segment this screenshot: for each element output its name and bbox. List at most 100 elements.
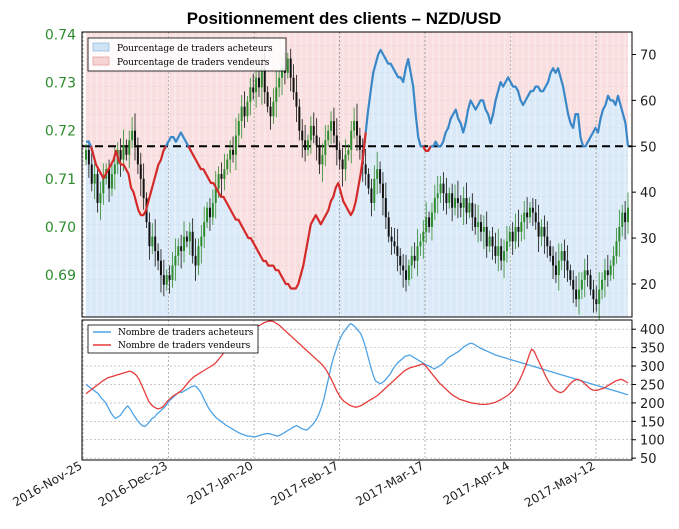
candle-body	[136, 145, 139, 165]
candle-body	[159, 260, 162, 276]
candle-body	[364, 164, 367, 175]
candle-body	[338, 149, 341, 160]
candle-body	[255, 77, 258, 93]
candle-body	[624, 212, 627, 223]
candle-body	[197, 246, 200, 266]
legend-swatch-buy-pct	[92, 42, 110, 52]
candle-body	[566, 260, 569, 271]
candle-body	[494, 246, 497, 256]
candle-body	[497, 246, 500, 256]
candle-body	[194, 255, 197, 266]
candle-body	[503, 251, 506, 261]
candle-body	[396, 246, 399, 256]
candle-body	[295, 92, 298, 107]
left-tick-label: 0.74	[45, 27, 76, 43]
candle-body	[618, 226, 621, 242]
candle-body	[174, 255, 177, 266]
candle-body	[534, 212, 537, 223]
candle-body	[428, 217, 431, 227]
candle-body	[171, 265, 174, 280]
candle-body	[526, 212, 529, 218]
candle-body	[168, 275, 171, 280]
candle-body	[335, 135, 338, 150]
candle-body	[289, 58, 292, 78]
price-candles	[85, 48, 629, 320]
candle-body	[505, 241, 508, 252]
candle-body	[376, 169, 379, 179]
bottom-tick-label: 300	[640, 360, 665, 375]
candle-body	[358, 135, 361, 150]
candle-body	[552, 255, 555, 266]
candle-body	[119, 149, 122, 160]
candle-body	[234, 135, 237, 155]
candle-body	[257, 77, 260, 88]
candle-body	[134, 130, 137, 146]
candle-body	[208, 207, 211, 218]
candle-body	[240, 106, 243, 122]
candle-body	[445, 193, 448, 203]
candle-body	[102, 178, 105, 194]
candle-body	[413, 255, 416, 261]
candle-body	[229, 149, 232, 160]
candle-body	[214, 188, 217, 203]
bottom-tick-label: 200	[640, 397, 665, 412]
candle-body	[482, 226, 485, 232]
candle-body	[370, 188, 373, 203]
candle-body	[157, 251, 160, 261]
candle-body	[500, 246, 503, 261]
candle-body	[367, 174, 370, 189]
candle-body	[281, 68, 284, 78]
right-tick-label: 40	[640, 186, 657, 201]
bottom-panel-frame	[81, 319, 633, 461]
candle-body	[430, 212, 433, 227]
candle-body	[627, 207, 629, 223]
top-panel: 0.69 0.70 0.71 0.72 0.73 0.74 20 30 40 50 60 70 Po…	[45, 27, 657, 320]
candle-body	[402, 265, 405, 271]
x-tick-label: 2017-May-12	[522, 458, 597, 510]
legend-swatch-sell-pct	[92, 56, 110, 66]
candle-body	[211, 202, 214, 218]
candle-body	[278, 77, 281, 88]
candle-body	[621, 212, 624, 227]
bottom-tick-label: 400	[640, 323, 665, 338]
candle-body	[615, 241, 618, 256]
candle-body	[165, 275, 168, 285]
candle-body	[249, 87, 252, 102]
candle-body	[425, 217, 428, 232]
candle-body	[269, 106, 272, 117]
candle-body	[188, 231, 191, 242]
right-tick-label: 30	[640, 232, 657, 247]
candle-body	[468, 202, 471, 213]
x-tick-label: 2017-Feb-17	[268, 458, 341, 508]
candle-body	[131, 130, 134, 141]
candle-body	[563, 251, 566, 261]
candle-body	[356, 121, 358, 136]
candle-body	[405, 270, 408, 280]
candle-body	[419, 241, 422, 247]
candle-body	[309, 125, 312, 141]
candle-body	[206, 207, 209, 223]
x-tick-label: 2016-Dec-23	[96, 458, 170, 509]
left-tick-label: 0.70	[45, 220, 76, 236]
candle-body	[474, 217, 477, 227]
candle-body	[301, 130, 304, 141]
x-tick-label: 2017-Apr-14	[441, 458, 512, 507]
candle-body	[390, 236, 393, 242]
candle-body	[217, 174, 220, 189]
candle-body	[462, 198, 465, 208]
candle-body	[471, 202, 474, 218]
candle-body	[243, 106, 246, 117]
candle-body	[286, 58, 289, 73]
candle-body	[592, 289, 595, 300]
candle-body	[491, 236, 494, 247]
candle-body	[125, 145, 128, 155]
candle-body	[603, 270, 606, 280]
candle-body	[292, 77, 295, 93]
candle-body	[220, 174, 223, 179]
candle-body	[260, 68, 263, 88]
candle-body	[353, 121, 356, 131]
candle-body	[528, 207, 531, 218]
candle-body	[113, 164, 116, 175]
candle-body	[344, 154, 347, 170]
